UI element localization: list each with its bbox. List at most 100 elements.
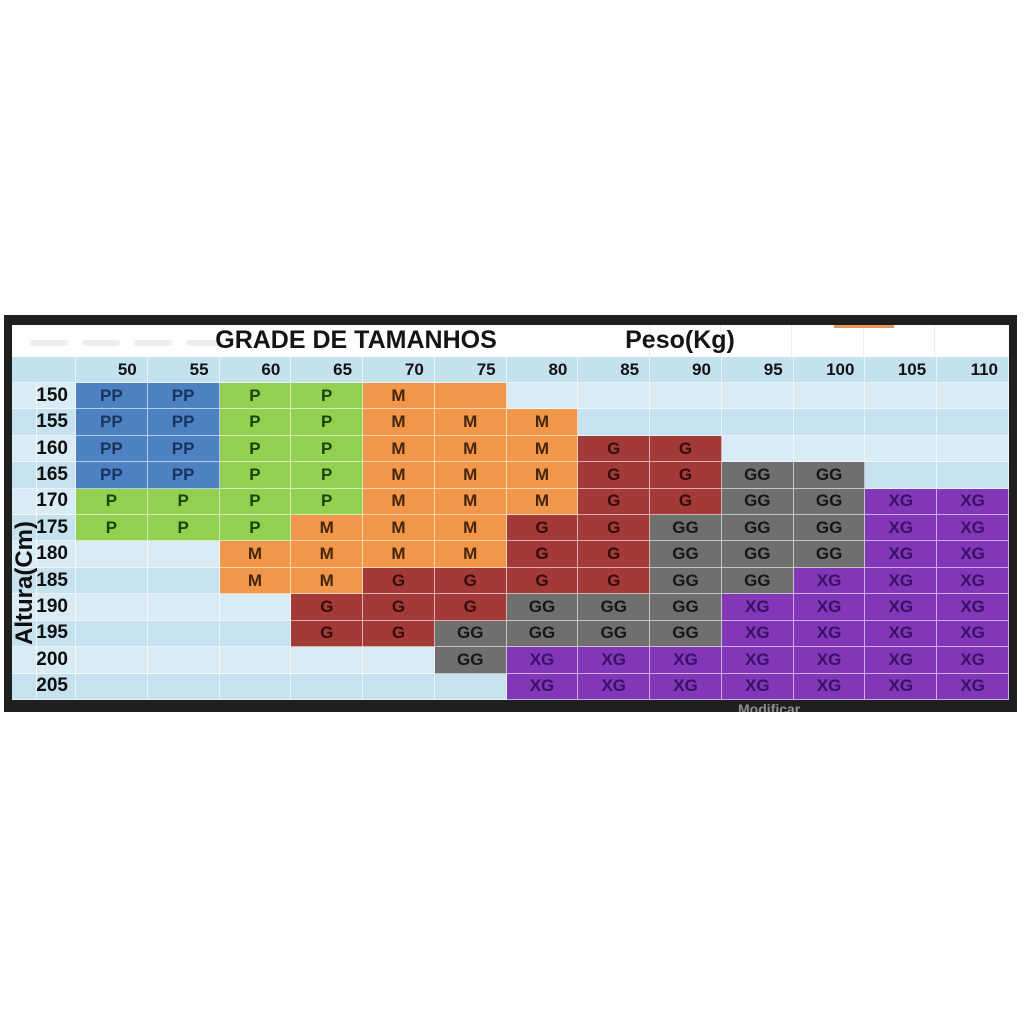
height-row-label: 205: [12, 673, 76, 700]
size-cell: [434, 673, 507, 700]
size-cell: G: [650, 488, 722, 516]
size-cell: XG: [937, 673, 1009, 700]
size-cell: GG: [721, 462, 794, 489]
weight-col-header: 105: [865, 357, 938, 383]
weight-col-header: 55: [147, 357, 220, 383]
height-row-label: 150: [12, 383, 76, 410]
size-cell: G: [434, 594, 507, 621]
weight-header-row: 50 55 60 65 70 75 80 85 90 95 100 105 110: [12, 357, 1009, 383]
size-cell: [865, 409, 938, 436]
weight-col-header: 110: [937, 357, 1009, 383]
size-cell: [506, 383, 579, 410]
size-cell: M: [363, 462, 435, 489]
size-cell: M: [219, 567, 292, 595]
size-cell: XG: [506, 647, 579, 674]
weight-col-header: 60: [219, 357, 292, 383]
ghost-artifact: [30, 340, 68, 346]
size-cell: [76, 594, 148, 621]
size-cell: GG: [793, 488, 866, 516]
weight-col-header: 65: [291, 357, 364, 383]
title-gridline: [649, 325, 650, 357]
size-cell: P: [291, 409, 364, 436]
weight-col-header: 50: [76, 357, 148, 383]
height-row-label: 160: [12, 435, 76, 463]
ghost-artifact: [186, 340, 224, 346]
ghost-artifact: [134, 340, 172, 346]
footer-note: Modificar: [738, 702, 801, 712]
size-cell: [147, 620, 220, 648]
table-row: 170 P P P P M M M G G GG GG XG XG: [12, 488, 1009, 516]
size-cell: PP: [147, 435, 220, 463]
size-cell: [219, 647, 292, 674]
size-cell: XG: [650, 647, 722, 674]
size-cell: [578, 409, 651, 436]
size-cell: [76, 620, 148, 648]
size-cell: GG: [434, 620, 507, 648]
weight-col-header: 70: [363, 357, 435, 383]
size-cell: G: [650, 462, 722, 489]
title-gridline: [720, 325, 721, 357]
size-cell: P: [219, 515, 292, 542]
size-cell: [147, 673, 220, 700]
size-cell: XG: [721, 647, 794, 674]
size-cell: P: [219, 488, 292, 516]
size-cell: P: [291, 488, 364, 516]
size-cell: GG: [793, 462, 866, 489]
size-cell: M: [434, 409, 507, 436]
axis-label-separator: [36, 383, 37, 699]
size-cell: P: [76, 488, 148, 516]
height-row-label: 155: [12, 409, 76, 436]
size-cell: XG: [721, 673, 794, 700]
height-row-label: 185: [12, 567, 76, 595]
size-cell: GG: [650, 567, 722, 595]
size-cell: G: [363, 620, 435, 648]
size-cell: G: [434, 567, 507, 595]
height-row-label: 175: [12, 515, 76, 542]
size-cell: [147, 647, 220, 674]
size-cell: XG: [865, 647, 938, 674]
size-cell: G: [506, 541, 579, 568]
size-cell: [363, 647, 435, 674]
size-cell: XG: [721, 620, 794, 648]
size-cell: XG: [865, 594, 938, 621]
size-cell: [219, 594, 292, 621]
size-cell: GG: [506, 594, 579, 621]
size-cell: GG: [721, 515, 794, 542]
size-cell: GG: [506, 620, 579, 648]
size-cell: M: [363, 541, 435, 568]
size-cell: G: [363, 594, 435, 621]
size-cell: M: [434, 435, 507, 463]
table-row: 180 M M M M G G GG GG GG XG XG: [12, 541, 1009, 568]
size-cell: G: [506, 515, 579, 542]
size-cell: M: [506, 409, 579, 436]
size-cell: G: [291, 594, 364, 621]
size-cell: [937, 409, 1009, 436]
size-cell: P: [291, 383, 364, 410]
size-cell: GG: [793, 515, 866, 542]
size-cell: G: [578, 515, 651, 542]
size-cell: [147, 541, 220, 568]
size-cell: XG: [793, 620, 866, 648]
accent-sliver: [834, 325, 894, 328]
size-cell: XG: [937, 647, 1009, 674]
weight-col-header: 90: [650, 357, 722, 383]
height-row-label: 190: [12, 594, 76, 621]
size-cell: M: [291, 541, 364, 568]
size-cell: [793, 435, 866, 463]
size-cell: M: [363, 515, 435, 542]
size-table: GRADE DE TAMANHOS Peso(Kg) 50 55 60 65 70 75 8…: [11, 325, 1009, 700]
size-cell: XG: [937, 515, 1009, 542]
size-cell: XG: [650, 673, 722, 700]
size-cell: [865, 462, 938, 489]
size-cell: XG: [721, 594, 794, 621]
size-cell: XG: [578, 647, 651, 674]
ghost-artifact: [82, 340, 120, 346]
table-row: 195 G G GG GG GG GG XG XG XG XG: [12, 620, 1009, 648]
size-cell: [76, 567, 148, 595]
size-cell: P: [76, 515, 148, 542]
size-cell: G: [578, 462, 651, 489]
size-cell: [434, 383, 507, 410]
size-cell: G: [578, 567, 651, 595]
size-cell: [219, 620, 292, 648]
title-gridline: [934, 325, 935, 357]
